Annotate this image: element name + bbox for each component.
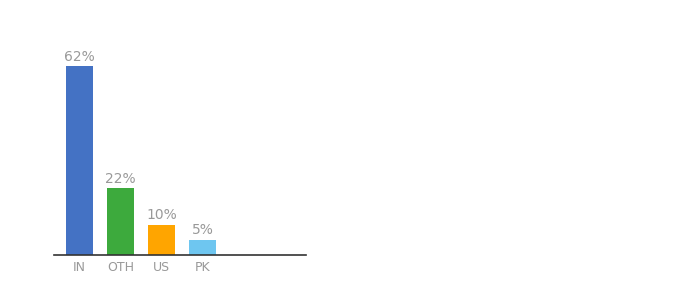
Text: 10%: 10% bbox=[146, 208, 177, 222]
Bar bbox=[66, 66, 92, 255]
Bar bbox=[148, 225, 175, 255]
Bar bbox=[107, 188, 134, 255]
Text: 62%: 62% bbox=[64, 50, 95, 64]
Text: 22%: 22% bbox=[105, 172, 136, 186]
Bar bbox=[190, 240, 216, 255]
Text: 5%: 5% bbox=[192, 224, 214, 237]
